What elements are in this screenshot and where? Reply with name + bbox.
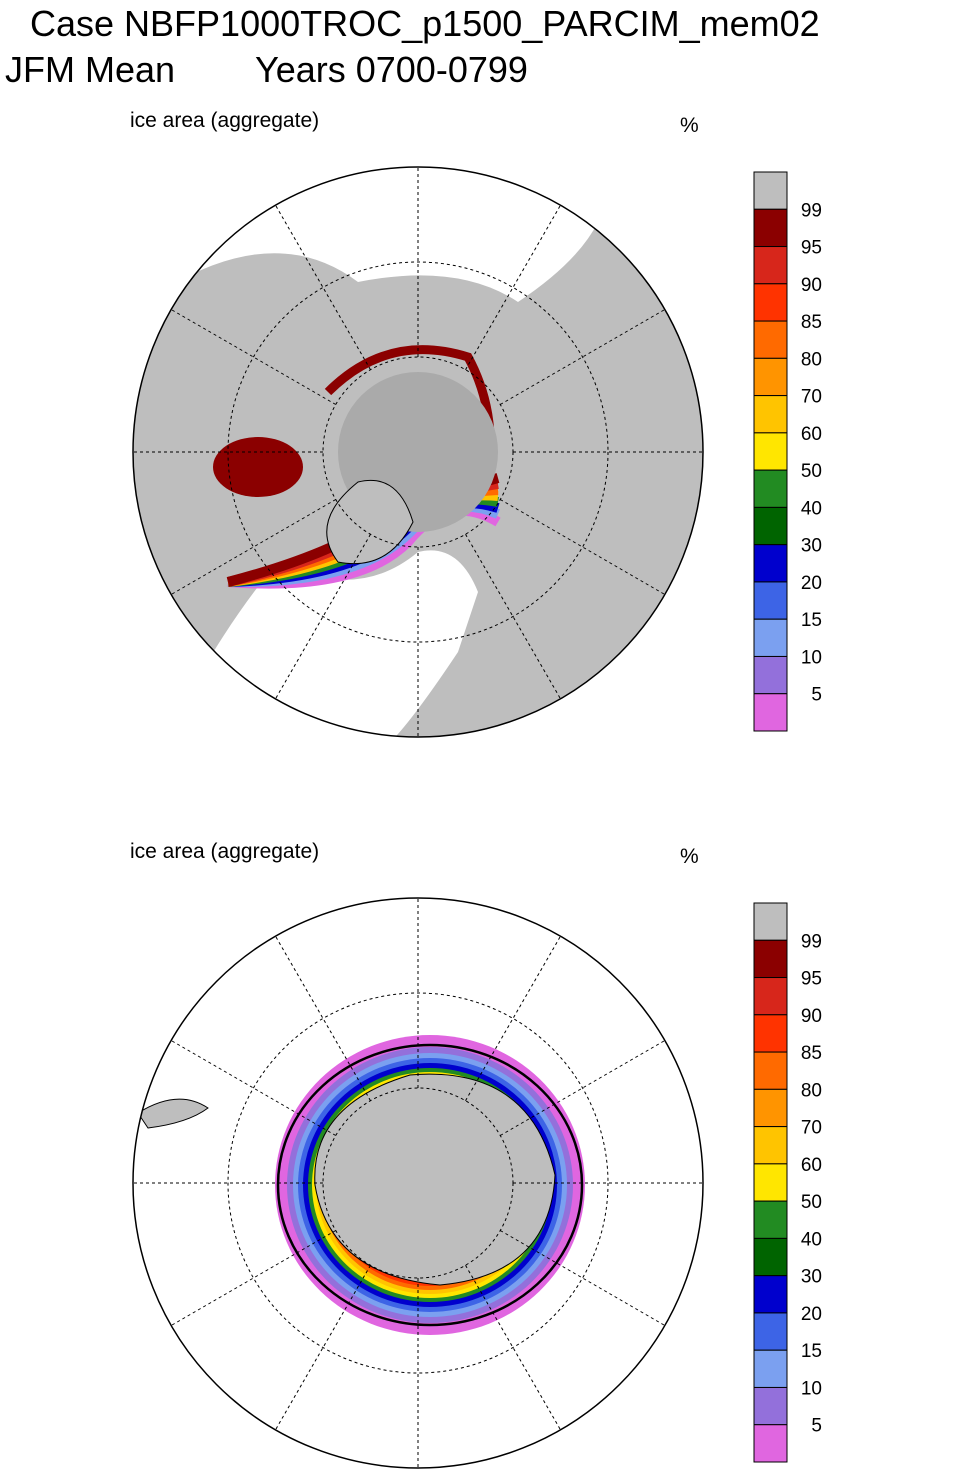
- map: [133, 167, 703, 737]
- graticule-meridian: [275, 935, 371, 1101]
- colorbar-box: [753, 320, 788, 359]
- colorbar-box: [753, 1014, 788, 1053]
- colorbar-box: [753, 618, 788, 657]
- colorbar-box: [753, 1312, 788, 1351]
- colorbar-box: [753, 902, 788, 941]
- season: JFM Mean: [5, 49, 175, 90]
- south-america: [137, 1098, 209, 1129]
- graticule-meridian: [275, 204, 371, 370]
- map: [133, 898, 703, 1468]
- graticule-meridian: [275, 534, 371, 700]
- colorbar-label: 50: [801, 461, 822, 482]
- ice-edge: [276, 1043, 584, 1327]
- colorbar-box: [753, 977, 788, 1016]
- graticule-circle: [227, 992, 609, 1374]
- colorbar-box: [753, 1088, 788, 1128]
- colorbar-label: 40: [801, 1229, 822, 1250]
- colorbar-box: [753, 357, 788, 397]
- colorbar-label: 5: [811, 685, 822, 706]
- colorbar-label: 85: [801, 1043, 822, 1064]
- colorbar-label: 60: [801, 1155, 822, 1176]
- colorbar-label: 30: [801, 536, 822, 557]
- colorbar-box: [753, 246, 788, 285]
- map-border: [132, 166, 704, 738]
- panel-label: ice area (aggregate): [130, 840, 319, 863]
- colorbar-label: 15: [801, 1341, 822, 1362]
- colorbar-box: [753, 469, 788, 508]
- graticule-circle: [227, 261, 609, 643]
- graticule-meridian: [170, 1230, 336, 1326]
- colorbar-box: [753, 544, 788, 583]
- colorbar-label: 95: [801, 238, 822, 259]
- colorbar-label: 40: [801, 498, 822, 519]
- colorbar-box: [753, 1386, 788, 1426]
- colorbar-box: [753, 1163, 788, 1202]
- graticule-meridian: [170, 1040, 336, 1136]
- unit-label: %: [680, 845, 699, 868]
- title: Case NBFP1000TROC_p1500_PARCIM_mem02: [30, 3, 820, 44]
- map-border: [132, 897, 704, 1469]
- colorbar-box: [753, 1275, 788, 1314]
- colorbar-box: [753, 693, 788, 732]
- colorbar-label: 95: [801, 969, 822, 990]
- colorbar-box: [753, 395, 788, 434]
- graticule-meridian: [465, 935, 561, 1101]
- colorbar-box: [753, 1051, 788, 1090]
- colorbar-label: 99: [801, 200, 822, 221]
- graticule-meridian: [500, 309, 666, 405]
- colorbar-label: 50: [801, 1192, 822, 1213]
- colorbar-box: [753, 581, 788, 620]
- panel-label: ice area (aggregate): [130, 109, 319, 132]
- colorbar-box: [753, 506, 788, 546]
- graticule-meridian: [500, 1040, 666, 1136]
- colorbar-label: 5: [811, 1416, 822, 1437]
- graticule-meridian: [275, 1265, 371, 1431]
- colorbar-label: 20: [801, 573, 822, 594]
- colorbar-box: [753, 432, 788, 471]
- graticule-meridian: [170, 309, 336, 405]
- graticule-meridian: [465, 1265, 561, 1431]
- graticule-meridian: [465, 204, 561, 370]
- years: Years 0700-0799: [255, 49, 528, 90]
- colorbar-box: [753, 939, 788, 979]
- colorbar-label: 10: [801, 1378, 822, 1399]
- colorbar-label: 15: [801, 610, 822, 631]
- colorbar-label: 80: [801, 1080, 822, 1101]
- colorbar-label: 60: [801, 424, 822, 445]
- colorbar-box: [753, 208, 788, 248]
- colorbar-box: [753, 283, 788, 322]
- colorbar-box: [753, 1424, 788, 1463]
- colorbar-label: 99: [801, 931, 822, 952]
- colorbar-box: [753, 1237, 788, 1277]
- colorbar-label: 90: [801, 275, 822, 296]
- colorbar-label: 70: [801, 1118, 822, 1139]
- colorbar-box: [753, 171, 788, 210]
- colorbar-label: 20: [801, 1304, 822, 1325]
- graticule-meridian: [500, 499, 666, 595]
- graticule-meridian: [500, 1230, 666, 1326]
- unit-label: %: [680, 114, 699, 137]
- colorbar-box: [753, 1126, 788, 1165]
- colorbar-label: 10: [801, 647, 822, 668]
- colorbar-box: [753, 655, 788, 695]
- colorbar-label: 70: [801, 387, 822, 408]
- colorbar-box: [753, 1200, 788, 1239]
- colorbar-label: 80: [801, 349, 822, 370]
- colorbar-label: 30: [801, 1267, 822, 1288]
- graticule-meridian: [170, 499, 336, 595]
- hudson-bay: [213, 437, 303, 497]
- colorbar-box: [753, 1349, 788, 1388]
- graticule-meridian: [465, 534, 561, 700]
- colorbar-label: 85: [801, 312, 822, 333]
- colorbar-label: 90: [801, 1006, 822, 1027]
